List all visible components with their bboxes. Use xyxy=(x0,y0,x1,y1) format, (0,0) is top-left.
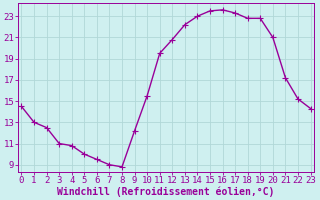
X-axis label: Windchill (Refroidissement éolien,°C): Windchill (Refroidissement éolien,°C) xyxy=(57,186,275,197)
